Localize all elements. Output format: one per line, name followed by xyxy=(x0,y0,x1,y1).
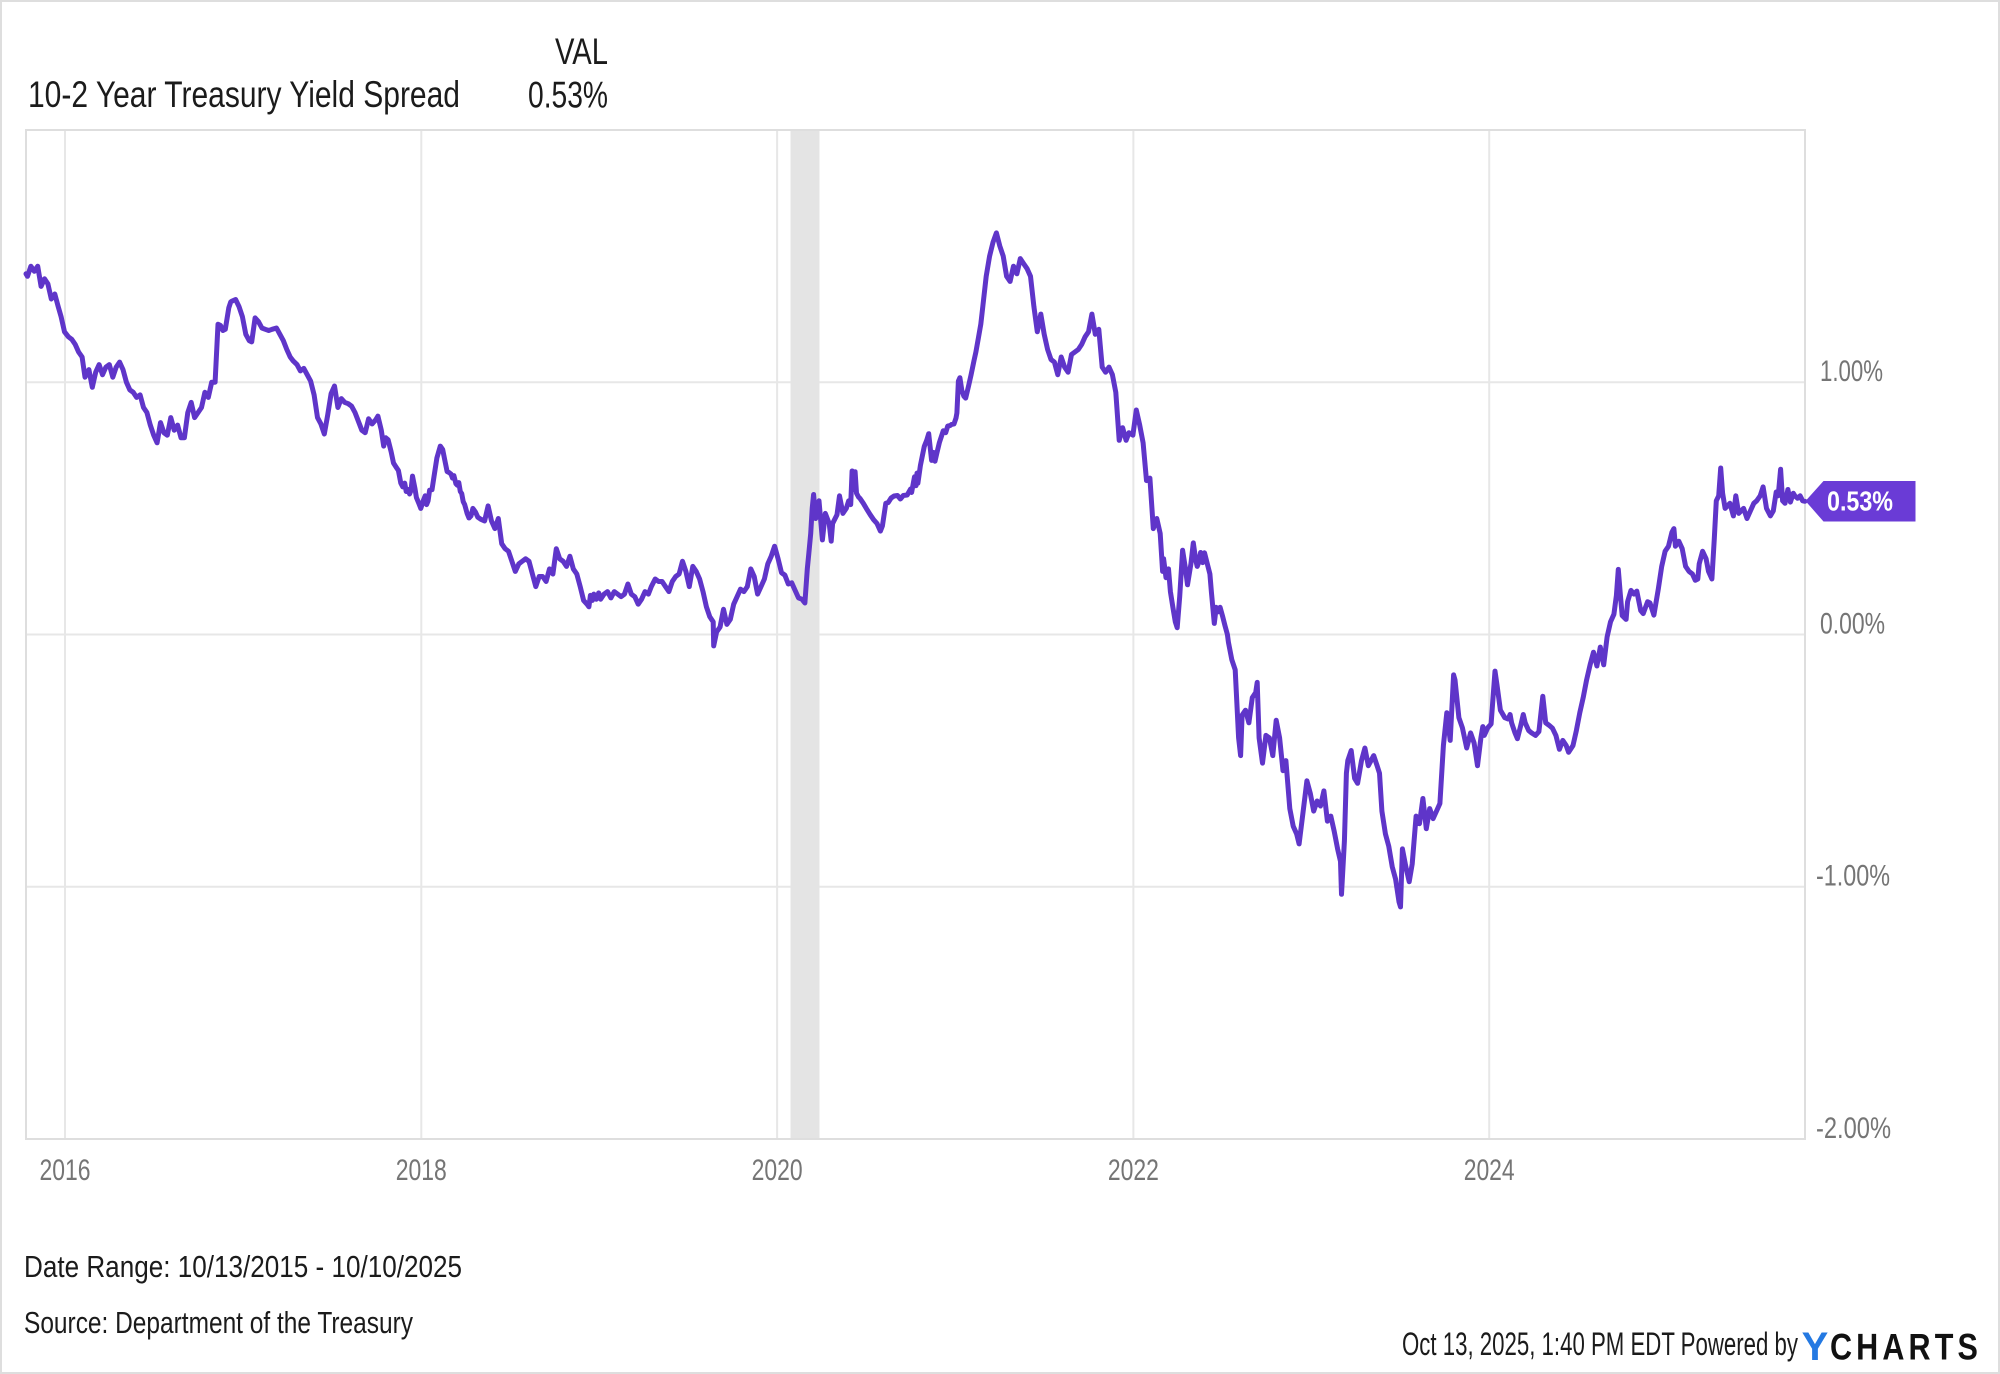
svg-text:CHARTS: CHARTS xyxy=(1830,1327,1982,1368)
svg-text:1.00%: 1.00% xyxy=(1820,355,1883,388)
svg-text:2024: 2024 xyxy=(1464,1154,1515,1187)
svg-text:10-2 Year Treasury Yield Sprea: 10-2 Year Treasury Yield Spread xyxy=(28,74,460,115)
svg-text:0.53%: 0.53% xyxy=(1827,486,1893,517)
svg-text:2016: 2016 xyxy=(40,1154,91,1187)
svg-text:-2.00%: -2.00% xyxy=(1816,1112,1891,1145)
svg-text:0.53%: 0.53% xyxy=(528,75,608,116)
svg-text:2018: 2018 xyxy=(396,1154,447,1187)
svg-text:Source: Department of the Trea: Source: Department of the Treasury xyxy=(24,1305,413,1340)
svg-text:Date Range: 10/13/2015 - 10/10: Date Range: 10/13/2015 - 10/10/2025 xyxy=(24,1249,462,1284)
svg-text:0.00%: 0.00% xyxy=(1820,607,1885,640)
svg-text:VAL: VAL xyxy=(555,31,608,72)
svg-text:2020: 2020 xyxy=(752,1154,803,1187)
svg-text:2022: 2022 xyxy=(1108,1154,1159,1187)
svg-text:Y: Y xyxy=(1802,1325,1829,1369)
svg-text:-1.00%: -1.00% xyxy=(1816,860,1890,893)
svg-text:Oct 13, 2025, 1:40 PM EDT Powe: Oct 13, 2025, 1:40 PM EDT Powered by xyxy=(1402,1326,1798,1362)
